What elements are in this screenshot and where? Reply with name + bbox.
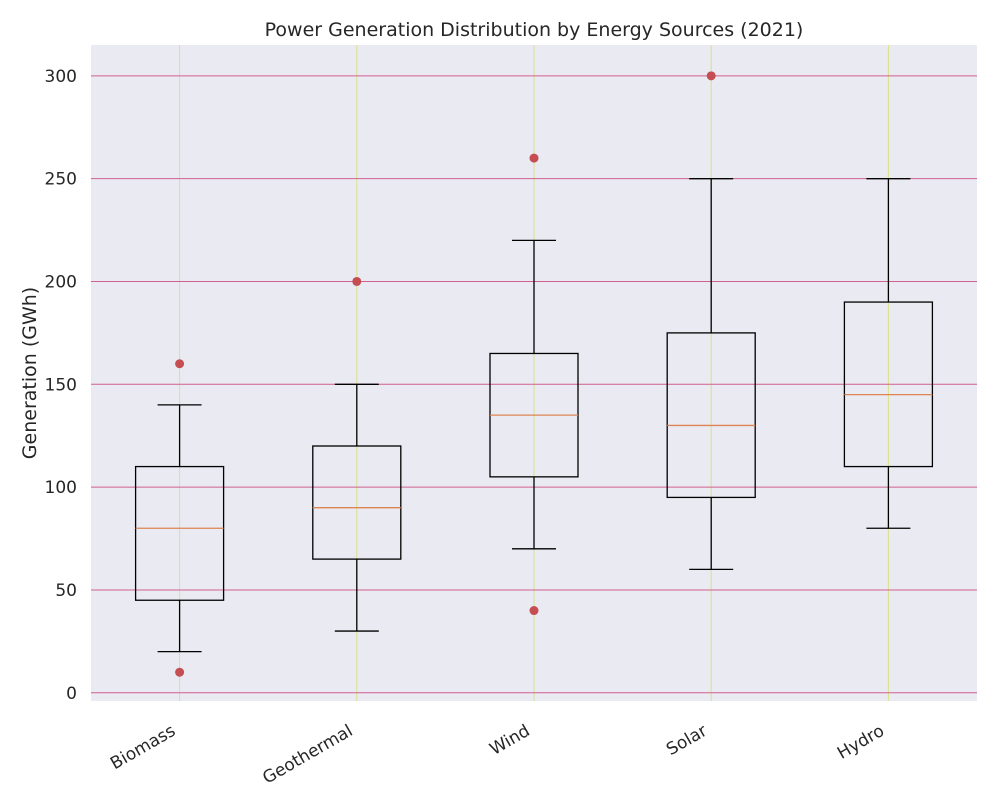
box-biomass xyxy=(134,359,225,677)
box-geothermal xyxy=(312,276,402,632)
y-tick-label: 50 xyxy=(55,581,77,601)
outlier-point xyxy=(175,359,185,369)
box-series xyxy=(134,71,934,677)
outlier-point xyxy=(529,153,539,163)
iqr-box xyxy=(666,332,756,499)
x-tick-label: Solar xyxy=(663,721,711,760)
x-tick-label: Wind xyxy=(486,721,533,760)
chart-title: Power Generation Distribution by Energy … xyxy=(265,19,804,41)
x-axis-ticks: Biomass Geothermal Wind Solar Hydro xyxy=(107,721,888,789)
iqr-box xyxy=(134,465,225,601)
y-tick-label: 0 xyxy=(66,684,77,704)
box-hydro xyxy=(843,178,934,529)
y-axis-label: Generation (GWh) xyxy=(19,287,41,459)
iqr-box xyxy=(843,301,934,468)
outlier-point xyxy=(352,276,362,286)
outlier-point xyxy=(175,667,185,677)
box-wind xyxy=(489,153,579,616)
y-tick-label: 150 xyxy=(45,375,77,395)
outlier-point xyxy=(529,606,539,616)
x-tick-label: Hydro xyxy=(834,721,888,764)
outlier-point xyxy=(706,71,716,81)
x-tick-label: Geothermal xyxy=(259,721,356,788)
x-tick-label: Biomass xyxy=(107,721,179,774)
box-solar xyxy=(666,71,756,571)
y-tick-label: 100 xyxy=(45,478,77,498)
y-tick-label: 300 xyxy=(45,67,77,87)
iqr-box xyxy=(312,445,402,560)
y-tick-label: 200 xyxy=(45,272,77,292)
y-axis-ticks: 0 50 100 150 200 250 300 xyxy=(45,67,77,704)
y-tick-label: 250 xyxy=(45,170,77,190)
